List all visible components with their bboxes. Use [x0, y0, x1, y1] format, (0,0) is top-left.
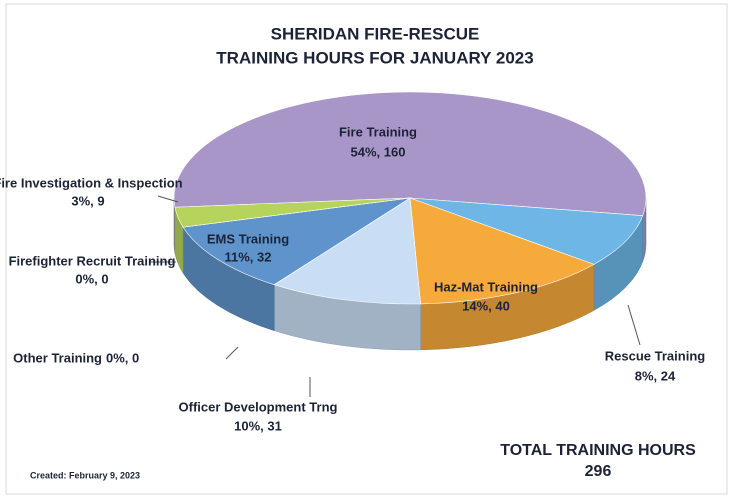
data-label: 0%, 0 — [106, 350, 139, 365]
data-label: 0%, 0 — [75, 271, 108, 286]
data-label: Fire Training — [339, 124, 417, 139]
slice — [182, 197, 411, 286]
data-label: 11%, 32 — [225, 249, 272, 264]
leader-line — [627, 304, 641, 346]
data-label: 54%, 160 — [351, 144, 406, 159]
data-label: Other Training — [13, 350, 102, 365]
slice — [273, 197, 421, 305]
data-label: 14%, 40 — [462, 298, 510, 313]
chart-title: TRAINING HOURS FOR JANUARY 2023 — [216, 48, 533, 67]
leader-line — [157, 195, 179, 203]
data-label: Rescue Training — [605, 348, 705, 363]
data-label: Firefighter Recruit Training — [9, 253, 176, 268]
total-label: TOTAL TRAINING HOURS — [500, 442, 696, 459]
slice — [409, 197, 644, 265]
data-label: Officer Development Trng — [179, 399, 338, 414]
data-label: 10%, 31 — [234, 418, 282, 433]
data-label: Haz-Mat Training — [434, 279, 538, 294]
total-value: 296 — [585, 463, 612, 480]
slice — [409, 197, 595, 305]
slice — [173, 91, 647, 216]
created-note: Created: February 9, 2023 — [30, 470, 140, 480]
chart-title: SHERIDAN FIRE-RESCUE — [271, 24, 480, 43]
data-label: EMS Training — [207, 231, 289, 246]
data-label: Fire Investigation & Inspection — [0, 175, 183, 190]
leader-line — [225, 346, 239, 360]
data-label: 8%, 24 — [635, 368, 676, 383]
data-label: 3%, 9 — [71, 193, 104, 208]
slice — [174, 197, 411, 228]
